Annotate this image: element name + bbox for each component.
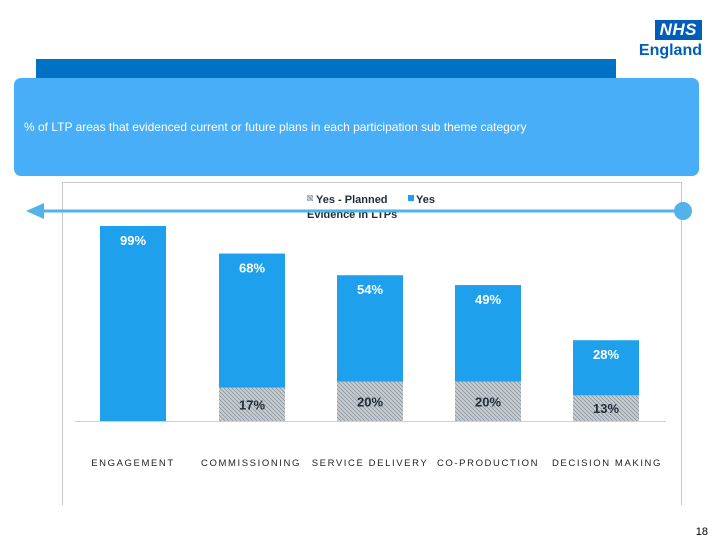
chart-frame	[62, 182, 682, 505]
data-label-planned-4: 13%	[593, 401, 619, 416]
category-label-0: ENGAGEMENT	[91, 458, 175, 469]
category-label-1: COMMISSIONING	[201, 458, 301, 469]
page-number: 18	[695, 526, 708, 538]
arrow-head	[26, 203, 44, 219]
data-label-yes-4: 28%	[593, 347, 619, 362]
banner-title: % of LTP areas that evidenced current or…	[24, 120, 527, 134]
data-label-yes-0: 99%	[120, 233, 146, 248]
data-label-yes-1: 68%	[239, 261, 265, 276]
data-label-planned-2: 20%	[357, 394, 383, 409]
category-label-4: DECISION MAKING	[552, 458, 662, 469]
nhs-logo-england: England	[638, 42, 702, 59]
data-label-yes-3: 49%	[475, 292, 501, 307]
legend-swatch-yes	[408, 195, 414, 201]
bar-yes-0	[100, 225, 166, 421]
legend-swatch-planned	[307, 195, 313, 201]
title-banner	[14, 78, 699, 176]
category-label-3: CO-PRODUCTION	[437, 458, 539, 469]
nhs-logo-mark: NHS	[654, 20, 702, 40]
legend-label-planned: Yes - Planned	[316, 194, 388, 206]
nhs-england-logo: NHS England	[632, 20, 702, 60]
bar-planned-3	[455, 381, 521, 421]
bar-planned-1	[219, 387, 285, 421]
legend-label-yes: Yes	[416, 194, 435, 206]
bar-yes-2	[337, 275, 403, 382]
category-label-2: SERVICE DELIVERY	[312, 458, 429, 469]
data-label-planned-3: 20%	[475, 394, 501, 409]
bar-planned-4	[573, 395, 639, 421]
arrow-end-dot	[674, 202, 692, 220]
header-strip	[36, 59, 616, 78]
bar-yes-1	[219, 253, 285, 388]
bar-yes-4	[573, 340, 639, 396]
bar-planned-2	[337, 381, 403, 421]
bar-yes-3	[455, 285, 521, 382]
data-label-yes-2: 54%	[357, 282, 383, 297]
data-label-planned-1: 17%	[239, 397, 265, 412]
